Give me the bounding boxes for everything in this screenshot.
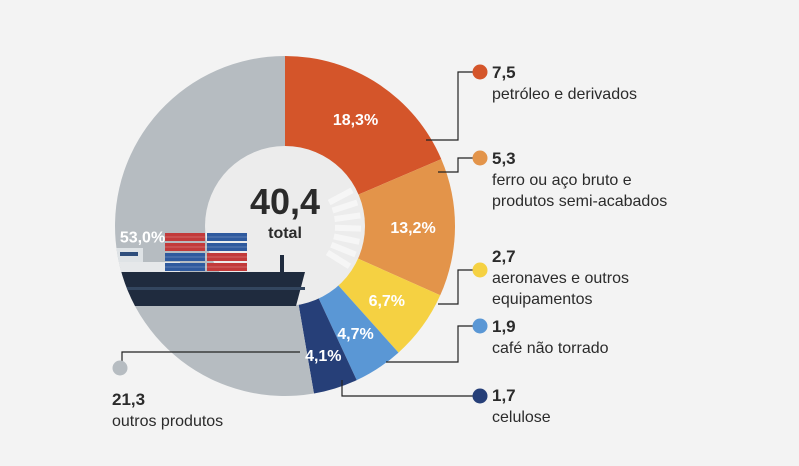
legend-label-petroleo: petróleo e derivados [492, 86, 637, 103]
hole-ray [327, 187, 354, 206]
slice-pct-label: 6,7% [369, 293, 405, 310]
slice-ferro [285, 159, 455, 296]
leader-line [341, 380, 480, 397]
total-value: 40,4 [250, 181, 320, 222]
hole-ray [334, 224, 362, 232]
legend-label-celulose: celulose [492, 409, 551, 426]
legend-value-ferro: 5,3 [492, 149, 516, 168]
legend-value-aeronaves: 2,7 [492, 247, 516, 266]
legend-dot-petroleo [472, 64, 488, 80]
hole-ray [331, 199, 359, 214]
slice-pct-label: 18,3% [333, 112, 378, 129]
legend-value-petroleo: 7,5 [492, 63, 516, 82]
hole-ray [325, 249, 352, 269]
legend-dot-outros [112, 360, 128, 376]
legend-value-outros: 21,3 [112, 390, 145, 409]
hole-ray [333, 233, 360, 245]
total-label: total [268, 225, 302, 242]
legend-dot-ferro [472, 150, 488, 166]
legend-label-ferro: produtos semi-acabados [492, 193, 667, 210]
slice-pct-label: 53,0% [120, 230, 165, 247]
hole-ray [330, 241, 357, 258]
slice-pct-label: 4,7% [337, 326, 373, 343]
legend-value-celulose: 1,7 [492, 386, 516, 405]
legend-dot-cafe [472, 318, 488, 334]
cargo-ship-icon [115, 233, 305, 306]
slice-pct-label: 4,1% [305, 348, 341, 365]
legend-label-ferro: ferro ou aço bruto e [492, 172, 632, 189]
legend-value-cafe: 1,9 [492, 317, 516, 336]
leader-line [438, 269, 480, 305]
legend-dot-celulose [472, 388, 488, 404]
leader-line [386, 325, 480, 363]
legend-label-cafe: café não torrado [492, 340, 609, 357]
leader-line [426, 71, 480, 141]
leader-line [438, 157, 480, 173]
hole-ray [334, 212, 361, 223]
legend-label-aeronaves: equipamentos [492, 291, 593, 308]
legend-label-aeronaves: aeronaves e outros [492, 270, 629, 287]
legend-label-outros: outros produtos [112, 413, 223, 430]
legend-dot-aeronaves [472, 262, 488, 278]
slice-pct-label: 13,2% [390, 220, 435, 237]
